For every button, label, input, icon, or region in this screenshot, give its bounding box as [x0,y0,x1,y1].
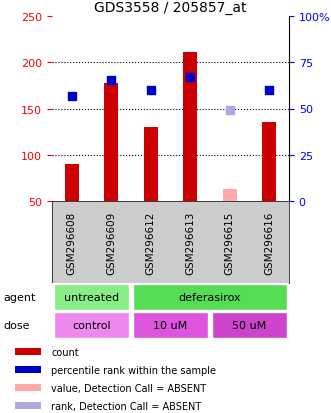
Bar [15,402,41,409]
Bar [15,384,41,391]
Bar [15,348,41,355]
Title: GDS3558 / 205857_at: GDS3558 / 205857_at [94,0,247,14]
Text: value, Detection Call = ABSENT: value, Detection Call = ABSENT [51,383,206,393]
Text: GSM296613: GSM296613 [185,211,195,274]
Bar [183,53,197,202]
Point [148,88,153,94]
FancyBboxPatch shape [212,313,287,338]
Text: GSM296608: GSM296608 [67,211,77,274]
Bar [15,366,41,373]
Text: dose: dose [3,320,30,330]
Text: untreated: untreated [64,292,119,302]
FancyBboxPatch shape [54,313,129,338]
Text: GSM296615: GSM296615 [225,211,235,274]
Bar [144,128,158,202]
Bar [223,190,237,202]
FancyBboxPatch shape [54,285,129,310]
Bar [262,123,276,202]
Text: rank, Detection Call = ABSENT: rank, Detection Call = ABSENT [51,401,201,411]
Point [266,88,272,94]
Point [69,93,74,100]
Text: agent: agent [3,292,36,302]
Point [109,77,114,84]
Text: control: control [72,320,111,330]
Text: GSM296616: GSM296616 [264,211,274,274]
Text: deferasirox: deferasirox [179,292,241,302]
Point [188,75,193,81]
Text: 10 uM: 10 uM [153,320,188,330]
Point [227,108,232,114]
FancyBboxPatch shape [133,313,208,338]
FancyBboxPatch shape [133,285,287,310]
Text: GSM296612: GSM296612 [146,211,156,274]
Bar [65,165,79,202]
Text: count: count [51,347,79,357]
Text: GSM296609: GSM296609 [106,211,116,274]
Bar [104,83,118,202]
Text: 50 uM: 50 uM [232,320,267,330]
Text: percentile rank within the sample: percentile rank within the sample [51,365,216,375]
